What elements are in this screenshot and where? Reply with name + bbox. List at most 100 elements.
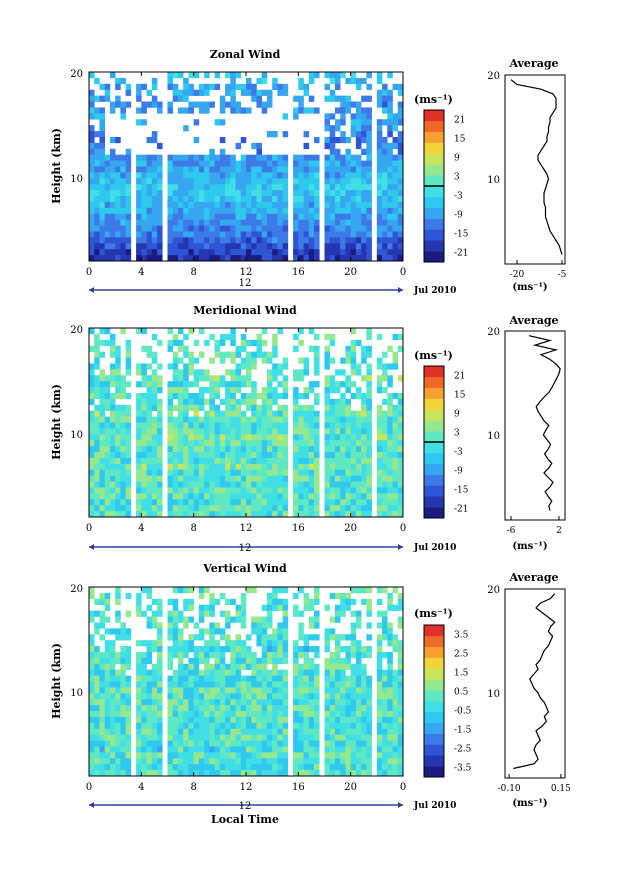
heatmap-cell	[282, 475, 289, 482]
heatmap-cell	[251, 716, 257, 724]
heatmap-cell	[334, 178, 341, 185]
heatmap-cell	[303, 592, 310, 600]
heatmap-cell	[141, 231, 147, 238]
heatmap-cell	[376, 178, 383, 185]
heatmap-cell	[397, 728, 404, 735]
heatmap-cell	[272, 469, 278, 476]
heatmap-cell	[89, 207, 95, 215]
heatmap-cell	[109, 493, 116, 500]
heatmap-cell	[219, 333, 226, 341]
heatmap-cell	[366, 705, 372, 712]
heatmap-cell	[298, 699, 304, 706]
heatmap-cell	[109, 225, 116, 232]
heatmap-cell	[151, 243, 158, 250]
heatmap-cell	[193, 499, 200, 506]
heatmap-cell	[314, 255, 320, 262]
heatmap-cell	[308, 481, 315, 488]
heatmap-cell	[193, 622, 200, 629]
heatmap-cell	[136, 243, 142, 250]
heatmap-cell	[146, 452, 153, 459]
heatmap-cell	[209, 225, 215, 232]
heatmap-cell	[324, 746, 331, 753]
heatmap-cell	[109, 475, 116, 482]
heatmap-cell	[350, 764, 357, 771]
heatmap-cell	[314, 487, 320, 494]
heatmap-cell	[125, 499, 132, 506]
heatmap-cell	[350, 351, 357, 358]
heatmap-cell	[198, 243, 205, 250]
heatmap-cell	[209, 219, 215, 226]
heatmap-cell	[392, 505, 399, 512]
heatmap-cell	[355, 83, 362, 91]
heatmap-cell	[240, 345, 247, 352]
heatmap-cell	[397, 237, 404, 244]
heatmap-cell	[345, 734, 351, 741]
heatmap-cell	[303, 213, 310, 220]
heatmap-cell	[146, 592, 153, 600]
heatmap-cell	[109, 345, 116, 352]
heatmap-cell	[329, 693, 336, 700]
heatmap-cell	[115, 416, 121, 423]
heatmap-cell	[329, 207, 336, 215]
heatmap-cell	[209, 381, 215, 388]
heatmap-cell	[334, 207, 341, 215]
heatmap-cell	[89, 184, 95, 191]
heatmap-cell	[214, 728, 221, 735]
heatmap-cell	[230, 728, 236, 735]
heatmap-cell	[293, 681, 299, 688]
heatmap-cell	[225, 72, 231, 79]
heatmap-cell	[387, 398, 393, 406]
heatmap-cell	[198, 422, 205, 429]
heatmap-cell	[188, 452, 194, 459]
heatmap-cell	[261, 237, 268, 244]
heatmap-cell	[214, 404, 221, 411]
heatmap-cell	[209, 213, 215, 220]
heatmap-cell	[214, 740, 221, 747]
heatmap-cell	[361, 375, 367, 382]
heatmap-cell	[109, 499, 116, 506]
heatmap-cell	[235, 669, 242, 676]
heatmap-cell	[120, 184, 126, 191]
heatmap-cell	[115, 237, 121, 244]
heatmap-cell	[141, 770, 147, 777]
heatmap-cell	[193, 225, 200, 232]
heatmap-cell	[397, 375, 404, 382]
heatmap-cell	[198, 734, 205, 741]
heatmap-cell	[235, 699, 242, 706]
heatmap-cell	[397, 770, 404, 777]
heatmap-cell	[350, 328, 357, 335]
heatmap-cell	[308, 634, 315, 641]
heatmap-cell	[188, 634, 194, 641]
heatmap-cell	[340, 154, 346, 161]
heatmap-cell	[99, 196, 105, 203]
heatmap-cell	[340, 404, 346, 411]
heatmap-cell	[387, 219, 393, 226]
heatmap-cell	[246, 587, 252, 594]
heatmap-cell	[345, 475, 351, 482]
heatmap-cell	[209, 604, 215, 611]
heatmap-cell	[350, 434, 357, 441]
heatmap-cell	[361, 125, 367, 132]
heatmap-cell	[94, 446, 100, 453]
heatmap-cell	[146, 166, 153, 173]
heatmap-cell	[219, 770, 226, 777]
heatmap-cell	[115, 381, 121, 388]
heatmap-cell	[177, 328, 184, 335]
heatmap-cell	[324, 363, 331, 370]
heatmap-cell	[141, 740, 147, 747]
heatmap-cell	[308, 219, 315, 226]
heatmap-cell	[392, 740, 399, 747]
heatmap-cell	[382, 136, 388, 144]
heatmap-cell	[225, 616, 231, 623]
heatmap-cell	[387, 469, 393, 476]
heatmap-cell	[183, 758, 189, 765]
heatmap-cell	[376, 722, 383, 730]
zonal-average-ytick-20: 20	[487, 71, 500, 82]
heatmap-cell	[193, 339, 200, 347]
heatmap-cell	[303, 178, 310, 185]
heatmap-cell	[272, 587, 278, 594]
heatmap-cell	[151, 207, 158, 215]
heatmap-cell	[235, 83, 242, 91]
heatmap-cell	[324, 184, 331, 191]
colorbar-tick-label: 3.5	[454, 631, 469, 641]
